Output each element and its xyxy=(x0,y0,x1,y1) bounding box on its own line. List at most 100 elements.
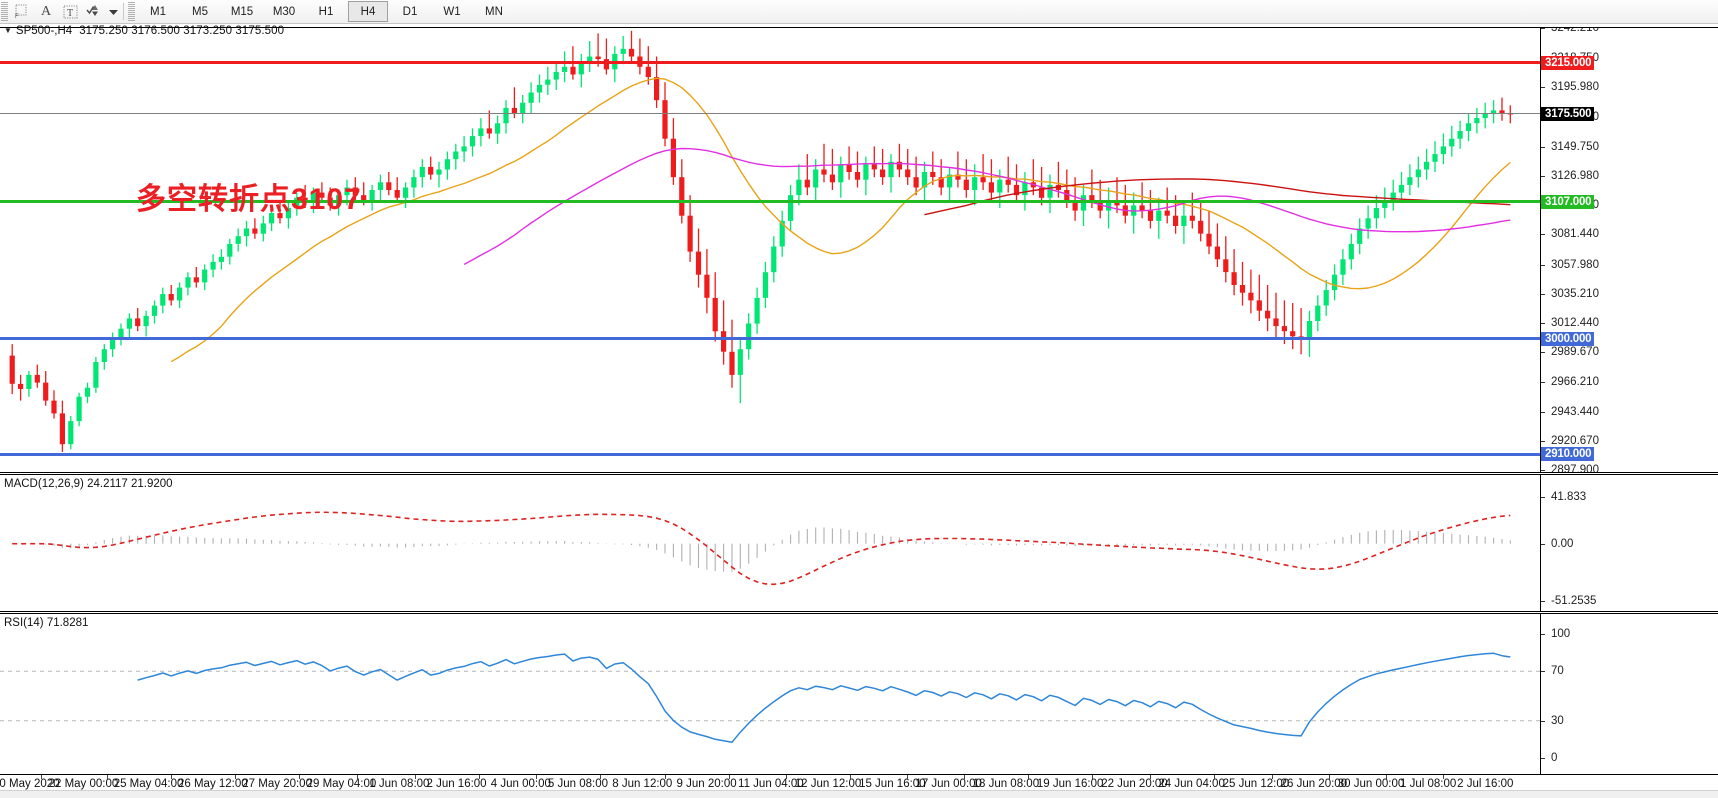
pivot-3107-line[interactable] xyxy=(0,200,1540,204)
current-price-3175-line[interactable] xyxy=(0,113,1540,115)
time-axis-label: 18 Jun 08:00 xyxy=(972,778,1040,790)
price-axis-label: 2920.670 xyxy=(1551,434,1599,447)
price-axis-tick xyxy=(1541,264,1545,266)
rsi-axis-tick xyxy=(1541,720,1545,722)
rsi-axis-divider xyxy=(1540,614,1541,774)
time-axis-tick xyxy=(963,775,965,779)
macd-pane[interactable]: 41.833 0.00 -51.2535 MACD(12,26,9) 24.2117… xyxy=(0,474,1718,612)
rsi-pane[interactable]: 100 70 30 0 RSI(14) 71.8281 xyxy=(0,613,1718,775)
time-axis-tick xyxy=(1092,775,1094,779)
time-axis-tick xyxy=(106,775,108,779)
time-axis-tick xyxy=(535,775,537,779)
macd-axis: 41.833 0.00 -51.2535 xyxy=(1541,475,1718,611)
timeframe-h1[interactable]: H1 xyxy=(318,5,334,18)
price-axis-label: 3126.980 xyxy=(1551,169,1599,182)
time-axis-tick xyxy=(850,775,852,779)
main-toolbar: F A T M1 M5 M15 M30 H1 H4 D1 W1 MN xyxy=(0,0,1718,24)
price-axis-tick xyxy=(1541,234,1545,236)
time-axis-tick xyxy=(1149,775,1151,779)
drawing-objects-icon[interactable] xyxy=(82,1,106,22)
timeframe-drag-handle[interactable] xyxy=(128,2,135,21)
macd-plot-area[interactable] xyxy=(0,475,1540,611)
collapse-triangle-icon[interactable]: ▼ xyxy=(4,26,12,35)
svg-text:T: T xyxy=(67,8,73,19)
chart-annotation-text: 多空转折点3107 xyxy=(136,183,362,216)
timeframe-mn[interactable]: MN xyxy=(485,5,503,18)
time-axis-label: 20 May 2020 xyxy=(0,778,60,790)
rsi-plot-area[interactable] xyxy=(0,614,1540,774)
time-axis-label: 25 May 04:00 xyxy=(113,778,184,790)
symbol-ohlc-values: 3175.250 3176.500 3173.250 3175.500 xyxy=(79,25,285,37)
candlestick-svg xyxy=(9,30,1513,452)
support-2910-line[interactable] xyxy=(0,452,1540,456)
price-axis-label: 3195.980 xyxy=(1551,81,1599,94)
time-axis-label: 25 Jun 12:00 xyxy=(1222,778,1290,790)
time-axis-label: 12 Jun 12:00 xyxy=(794,778,862,790)
rsi-axis-tick xyxy=(1541,671,1545,673)
time-axis-label: 1 Jul 08:00 xyxy=(1400,778,1457,790)
time-axis-tick xyxy=(357,775,359,779)
time-axis-tick xyxy=(299,775,301,779)
time-axis-label: 30 Jun 00:00 xyxy=(1337,778,1405,790)
timeframe-m5[interactable]: M5 xyxy=(192,5,208,18)
time-axis-tick xyxy=(414,775,416,779)
timeframe-m1[interactable]: M1 xyxy=(150,5,166,18)
symbol-name: SP500-,H4 xyxy=(15,25,73,37)
price-axis-label: 3035.210 xyxy=(1551,287,1599,300)
price-axis[interactable]: 3242.2103218.7503195.9803172.5103149.750… xyxy=(1541,28,1718,472)
time-axis-label: 4 Jun 00:00 xyxy=(490,778,551,790)
price-chart-pane[interactable]: 3242.2103218.7503195.9803172.5103149.750… xyxy=(0,27,1718,473)
price-axis-label: 3149.750 xyxy=(1551,140,1599,153)
price-axis-tick xyxy=(1541,322,1545,324)
resistance-3215-line[interactable] xyxy=(0,61,1540,65)
price-axis-tick xyxy=(1541,146,1545,148)
text-label-icon[interactable]: A xyxy=(40,3,52,19)
timeframe-m15[interactable]: M15 xyxy=(230,5,254,18)
price-axis-tick xyxy=(1541,293,1545,295)
toolbar-separator xyxy=(123,3,124,20)
macd-svg xyxy=(12,511,1511,586)
timeframe-d1[interactable]: D1 xyxy=(402,5,418,18)
time-axis-label: 5 Jun 08:00 xyxy=(547,778,609,790)
price-plot-area[interactable] xyxy=(0,28,1540,472)
macd-axis-tick xyxy=(1541,601,1545,602)
macd-indicator-label[interactable]: MACD(12,26,9) 24.2117 21.9200 xyxy=(4,478,173,490)
time-axis-label: 27 May 20:00 xyxy=(242,778,312,790)
time-axis-tick xyxy=(1271,775,1273,779)
price-axis-tick xyxy=(1541,470,1545,471)
support-3000-line[interactable] xyxy=(0,337,1540,341)
chevron-down-icon[interactable] xyxy=(106,1,120,22)
timeframe-m30[interactable]: M30 xyxy=(272,5,296,18)
time-axis-tick xyxy=(1386,775,1388,779)
timeframe-w1[interactable]: W1 xyxy=(443,5,461,18)
time-axis-tick xyxy=(41,775,43,779)
symbol-info-bar: ▼ SP500-,H4 3175.250 3176.500 3173.250 3… xyxy=(0,24,284,38)
timeframe-h4[interactable]: H4 xyxy=(348,1,388,22)
time-axis-label: 22 May 00:00 xyxy=(48,778,119,790)
price-axis-tick xyxy=(1541,382,1545,384)
time-axis-label: 9 Jun 20:00 xyxy=(676,778,737,790)
price-axis-tick xyxy=(1541,87,1545,89)
time-axis-label: 8 Jun 12:00 xyxy=(612,778,673,790)
rsi-axis-label: 0 xyxy=(1551,752,1558,764)
resistance-3215-tag: 3215.000 xyxy=(1541,55,1595,70)
macd-axis-label: 41.833 xyxy=(1551,491,1587,503)
text-box-icon[interactable]: T xyxy=(58,1,82,22)
rsi-svg xyxy=(0,652,1540,743)
price-axis-tick xyxy=(1541,175,1545,177)
price-axis-tick xyxy=(1541,411,1545,413)
time-axis-label: 26 Jun 20:00 xyxy=(1280,778,1348,790)
rsi-indicator-label[interactable]: RSI(14) 71.8281 xyxy=(4,617,89,629)
toolbar-drag-handle[interactable] xyxy=(1,2,8,21)
macd-axis-divider xyxy=(1540,475,1541,611)
support-2910-tag: 2910.000 xyxy=(1541,447,1595,462)
current-price-3175-tag: 3175.500 xyxy=(1541,106,1595,121)
price-axis-label: 2966.210 xyxy=(1551,376,1599,389)
macd-axis-label: -51.2535 xyxy=(1551,595,1597,607)
rsi-axis-label: 100 xyxy=(1551,628,1571,640)
crosshair-icon[interactable]: F xyxy=(10,1,34,22)
price-axis-tick xyxy=(1541,440,1545,442)
rsi-axis-label: 30 xyxy=(1551,714,1564,727)
time-axis-tick xyxy=(906,775,908,779)
time-axis-tick xyxy=(1028,775,1030,779)
